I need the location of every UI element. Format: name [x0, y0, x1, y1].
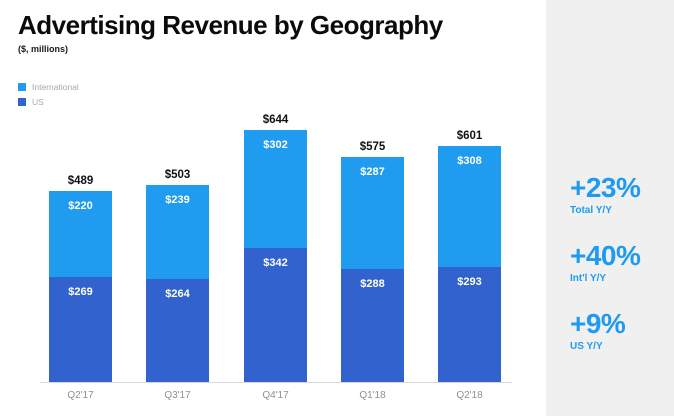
bar-segment-value-label: $269 [68, 286, 93, 298]
chart-legend: International US [18, 79, 79, 109]
bar-segment-us: $264 [146, 279, 209, 382]
bar-segment-value-label: $287 [360, 166, 385, 178]
bar-segment-us: $288 [341, 269, 404, 382]
legend-item-us: US [18, 94, 79, 109]
stat-us-yoy: +9% US Y/Y [570, 308, 626, 352]
x-axis-tick-label: Q1'18 [359, 390, 386, 401]
international-swatch-icon [18, 82, 26, 91]
bar-segment-value-label: $308 [457, 155, 482, 167]
stat-value: +23% [570, 172, 641, 203]
bar-group: $601 $308 $293 [438, 130, 501, 382]
bar-group: $489 $220 $269 [49, 175, 112, 382]
bar-segment-value-label: $302 [263, 139, 288, 151]
legend-label: International [32, 81, 79, 92]
us-swatch-icon [18, 97, 26, 106]
stat-value: +40% [570, 240, 641, 271]
bar-segment-international: $287 [341, 157, 404, 269]
bar-group: $503 $239 $264 [146, 169, 209, 382]
bar-group: $575 $287 $288 [341, 141, 404, 382]
bar-segment-us: $342 [244, 248, 307, 382]
stat-label: Total Y/Y [570, 205, 612, 216]
bar-segment-value-label: $293 [457, 276, 482, 288]
stat-label: US Y/Y [570, 341, 603, 352]
bar-total-label: $575 [359, 141, 386, 153]
x-axis-tick-label: Q4'17 [262, 390, 289, 401]
bar-total-label: $601 [456, 130, 483, 142]
bar-segment-value-label: $220 [68, 200, 93, 212]
legend-label: US [32, 96, 44, 107]
bar-segment-international: $220 [49, 191, 112, 277]
stats-panel: +23% Total Y/Y +40% Int'l Y/Y +9% US Y/Y [546, 0, 674, 416]
stat-label: Int'l Y/Y [570, 273, 607, 284]
chart-units-subtitle: ($, millions) [18, 44, 69, 54]
x-axis-tick-label: Q2'17 [67, 390, 94, 401]
bar-segment-us: $269 [49, 277, 112, 382]
stat-value: +9% [570, 308, 626, 339]
bar-segment-value-label: $288 [360, 278, 385, 290]
plot-area: $489 $220 $269 Q2'17 $503 $239 $264 Q3'17 $644 $3… [40, 0, 512, 401]
bar-group: $644 $302 $342 [244, 114, 307, 382]
x-axis-tick-label: Q3'17 [164, 390, 191, 401]
bar-segment-us: $293 [438, 267, 501, 382]
bar-segment-international: $302 [244, 130, 307, 248]
stat-intl-yoy: +40% Int'l Y/Y [570, 240, 641, 284]
bar-total-label: $489 [67, 175, 94, 187]
bar-segment-international: $308 [438, 146, 501, 267]
bar-segment-value-label: $239 [165, 194, 190, 206]
page-title: Advertising Revenue by Geography [18, 10, 443, 40]
bar-segment-international: $239 [146, 185, 209, 279]
bar-segment-value-label: $342 [263, 257, 288, 269]
legend-item-international: International [18, 79, 79, 94]
bar-total-label: $644 [262, 114, 289, 126]
stat-total-yoy: +23% Total Y/Y [570, 172, 641, 216]
x-axis-tick-label: Q2'18 [456, 390, 483, 401]
bar-total-label: $503 [164, 169, 191, 181]
bar-segment-value-label: $264 [165, 288, 190, 300]
